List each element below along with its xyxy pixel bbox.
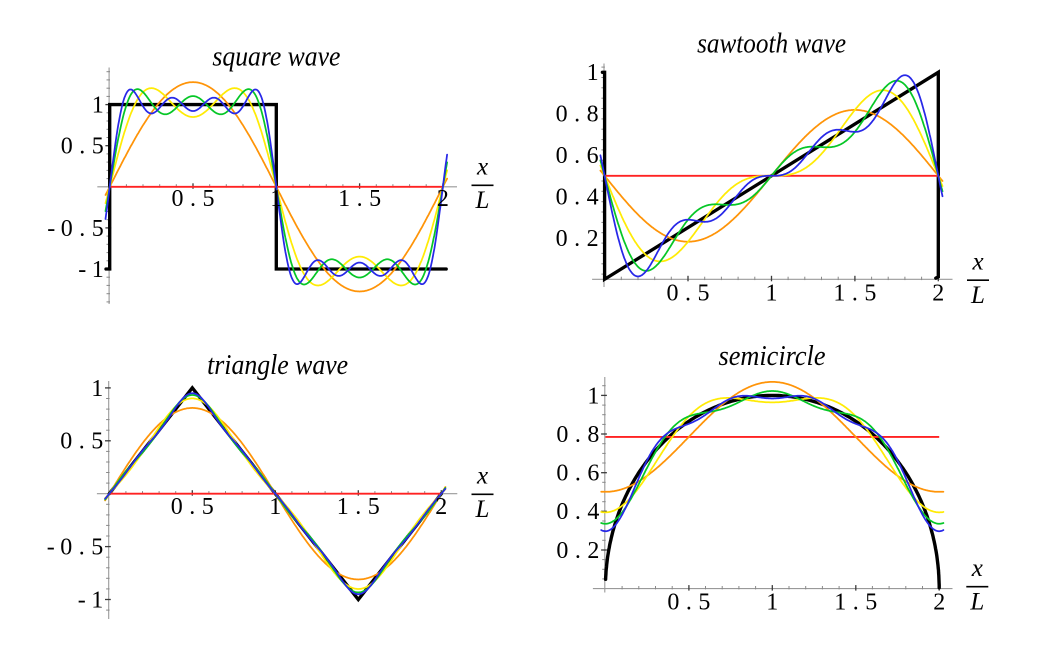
svg-text:1: 1 [270,186,282,212]
svg-text:5: 5 [864,281,876,307]
svg-text:.: . [79,535,85,561]
svg-text:1: 1 [337,494,349,520]
svg-text:.: . [575,538,581,564]
svg-text:0: 0 [556,102,568,128]
svg-text:1: 1 [91,376,103,402]
svg-text:6: 6 [587,461,599,487]
svg-text:4: 4 [587,499,599,525]
svg-text:.: . [189,494,195,520]
svg-text:L: L [970,282,985,309]
svg-text:0: 0 [556,226,568,252]
svg-text:.: . [574,102,580,128]
svg-text:2: 2 [587,226,599,252]
svg-text:1: 1 [766,281,778,307]
svg-text:2: 2 [437,186,449,212]
svg-text:.: . [685,281,691,307]
svg-text:0: 0 [60,535,72,561]
svg-text:2: 2 [587,538,599,564]
svg-text:1: 1 [91,587,103,613]
svg-text:.: . [355,494,361,520]
svg-text:.: . [79,216,85,242]
svg-text:semicircle: semicircle [719,341,826,372]
svg-text:square wave: square wave [212,41,340,72]
svg-text:.: . [357,186,363,212]
svg-text:0: 0 [556,461,568,487]
svg-text:L: L [475,187,490,214]
svg-text:L: L [969,589,984,616]
svg-text:5: 5 [698,590,710,616]
svg-text:0: 0 [171,494,183,520]
svg-text:-: - [78,257,86,283]
svg-text:8: 8 [587,102,599,128]
svg-text:L: L [475,496,490,523]
svg-text:8: 8 [587,422,599,448]
svg-text:1: 1 [766,590,778,616]
svg-text:5: 5 [91,535,103,561]
svg-text:1: 1 [92,257,104,283]
svg-text:.: . [574,143,580,169]
svg-text:1: 1 [587,60,599,86]
svg-text:x: x [971,555,983,582]
svg-text:0: 0 [172,186,184,212]
svg-text:1: 1 [338,186,350,212]
svg-text:-: - [47,216,55,242]
svg-text:0: 0 [61,216,73,242]
svg-text:5: 5 [865,590,877,616]
svg-text:.: . [686,590,692,616]
svg-text:5: 5 [698,281,710,307]
svg-text:x: x [476,154,488,181]
svg-text:6: 6 [587,143,599,169]
svg-text:.: . [852,281,858,307]
svg-text:triangle wave: triangle wave [207,350,348,381]
svg-text:.: . [574,226,580,252]
svg-text:x: x [476,463,488,490]
svg-text:0: 0 [667,590,679,616]
svg-text:5: 5 [92,216,104,242]
svg-text:-: - [47,535,55,561]
svg-text:.: . [79,429,85,455]
svg-text:-: - [78,587,86,613]
svg-text:0: 0 [61,134,73,160]
svg-text:5: 5 [202,494,214,520]
svg-text:2: 2 [435,494,447,520]
svg-text:5: 5 [368,494,380,520]
svg-text:.: . [575,461,581,487]
svg-text:1: 1 [834,590,846,616]
svg-text:4: 4 [587,184,599,210]
svg-text:.: . [574,184,580,210]
svg-text:5: 5 [203,186,215,212]
svg-text:.: . [190,186,196,212]
svg-text:5: 5 [369,186,381,212]
svg-text:sawtooth wave: sawtooth wave [697,28,846,59]
svg-text:2: 2 [933,590,945,616]
svg-text:0: 0 [667,281,679,307]
svg-text:0: 0 [556,422,568,448]
svg-text:0: 0 [60,429,72,455]
svg-text:5: 5 [92,134,104,160]
svg-text:.: . [79,134,85,160]
svg-text:1: 1 [269,494,281,520]
svg-text:0: 0 [556,499,568,525]
svg-text:x: x [971,248,983,275]
svg-text:0: 0 [556,143,568,169]
svg-text:.: . [575,422,581,448]
svg-text:0: 0 [556,184,568,210]
svg-text:1: 1 [833,281,845,307]
svg-text:.: . [575,499,581,525]
svg-text:.: . [853,590,859,616]
svg-text:1: 1 [92,93,104,119]
svg-text:2: 2 [932,281,944,307]
svg-text:0: 0 [556,538,568,564]
svg-text:1: 1 [587,383,599,409]
svg-text:5: 5 [91,429,103,455]
